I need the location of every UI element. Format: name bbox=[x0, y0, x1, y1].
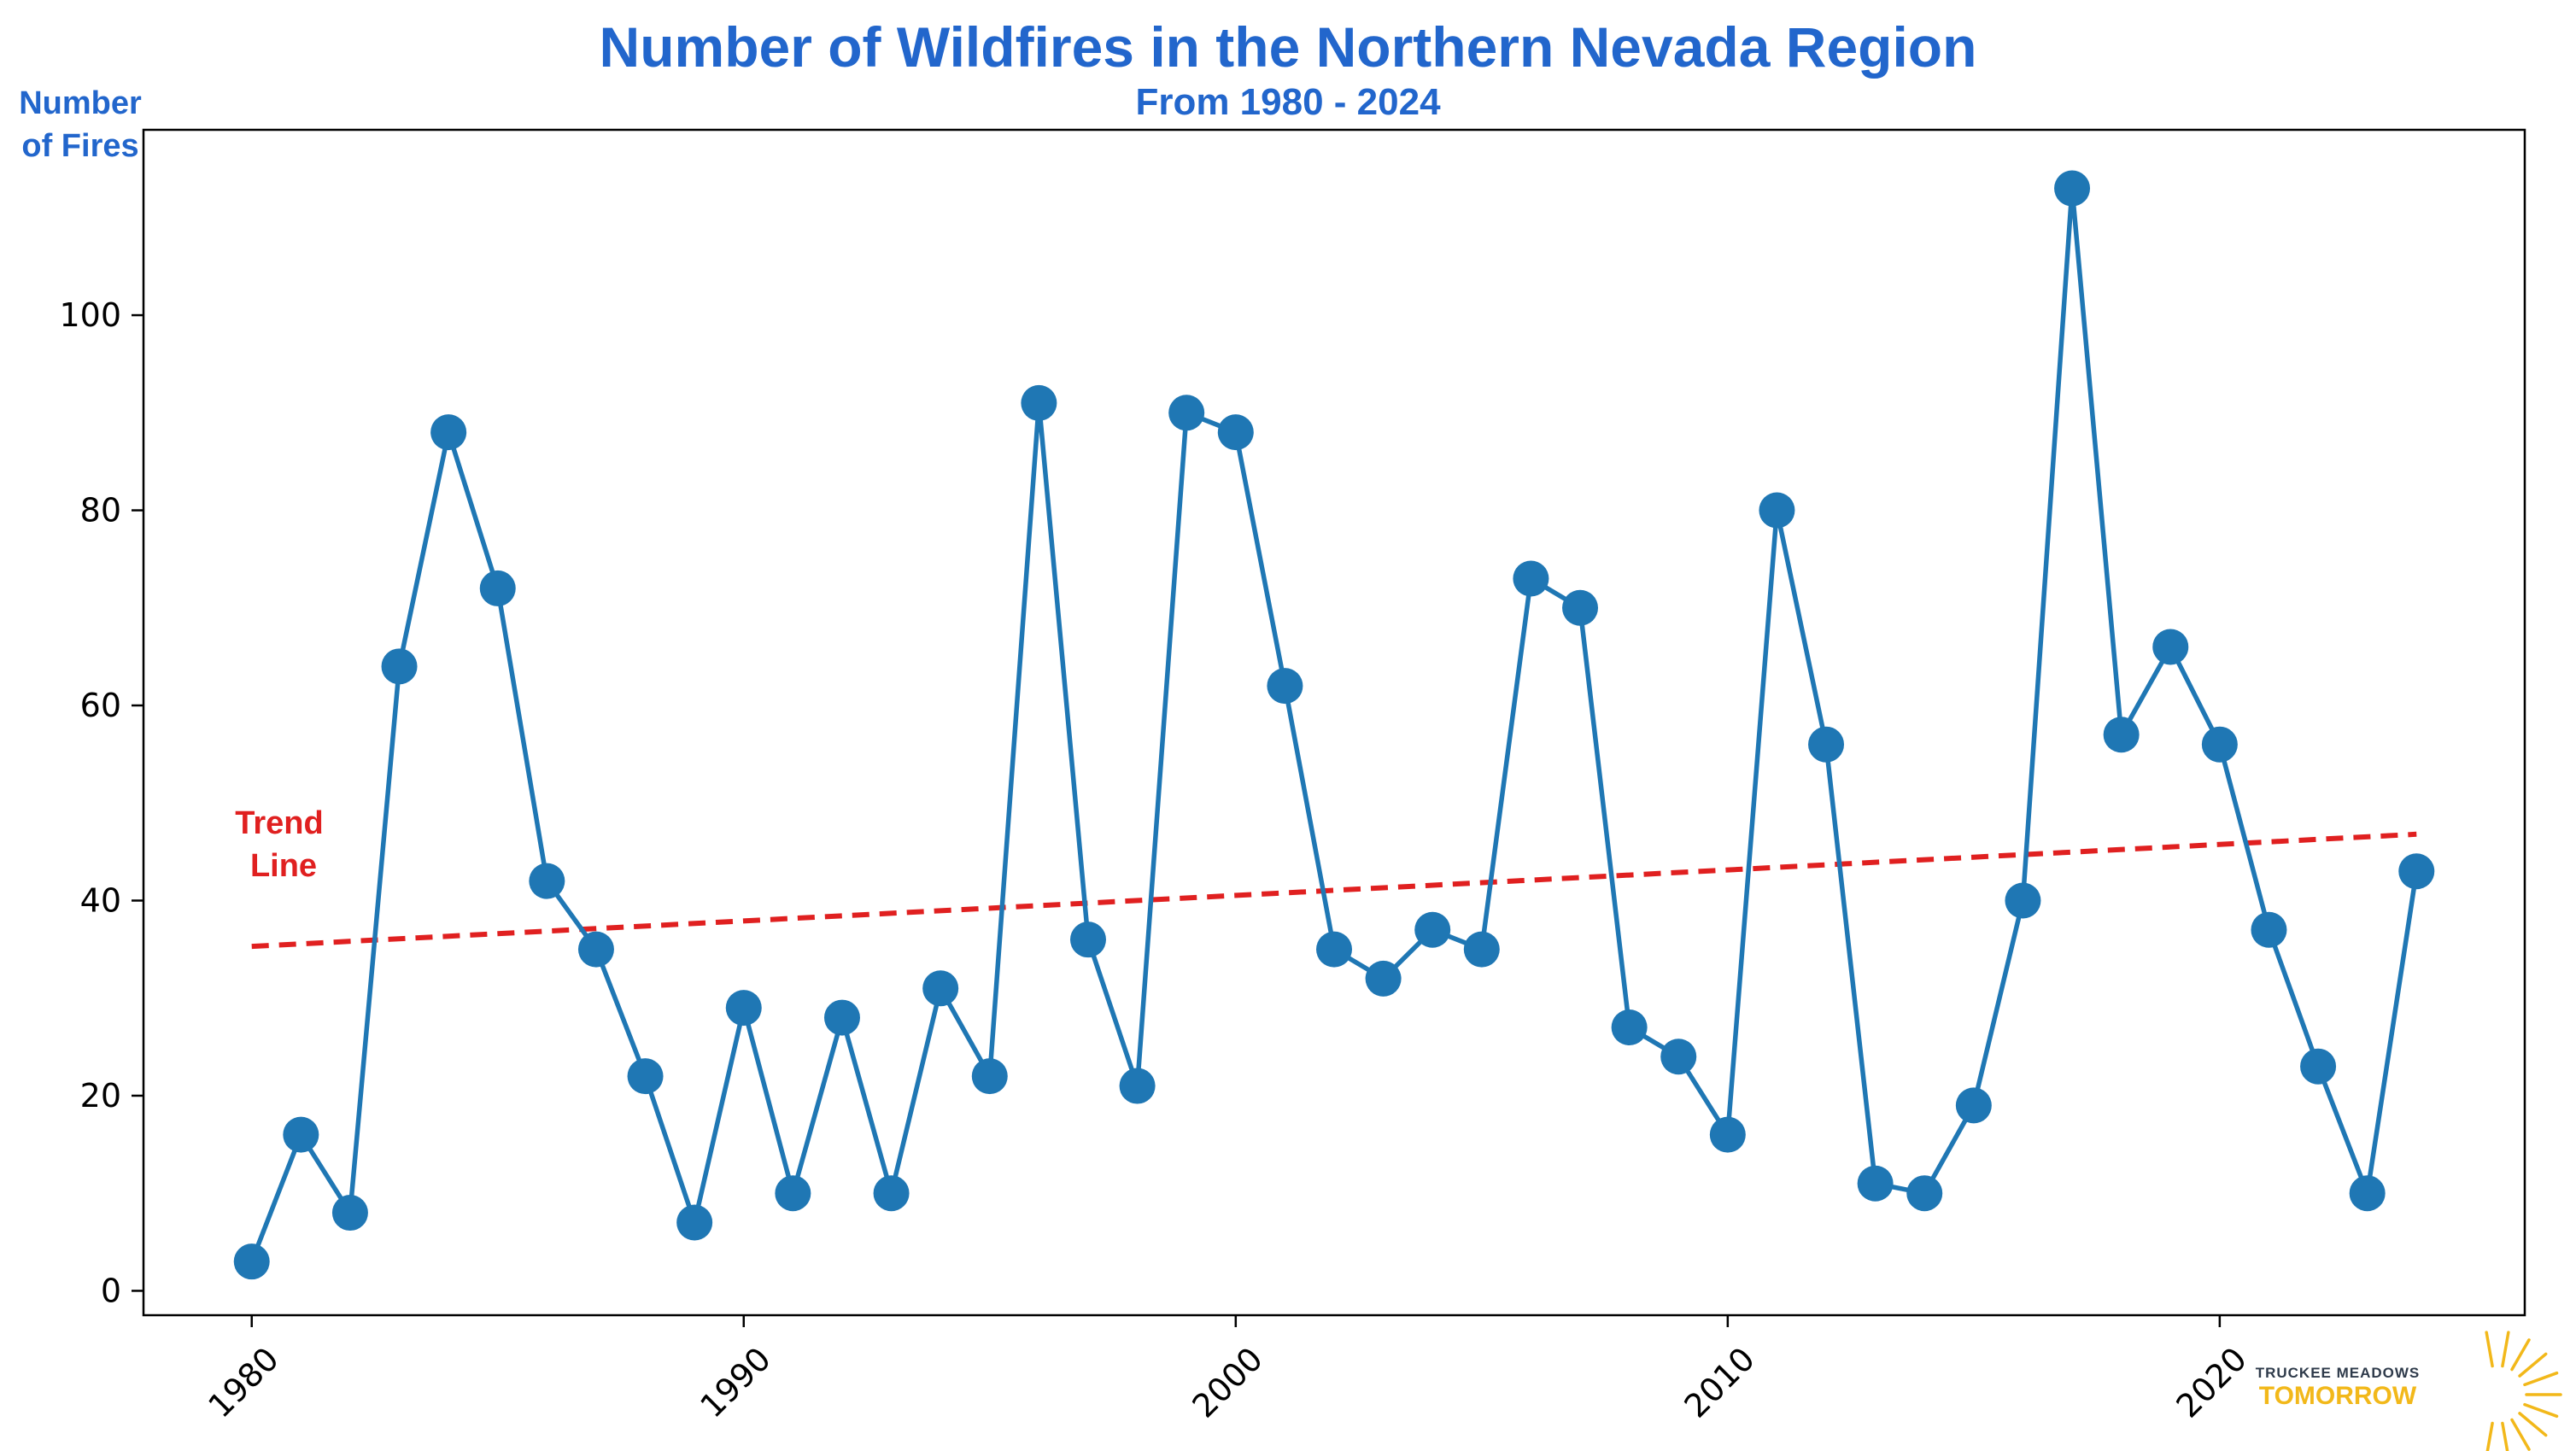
y-tick-label: 60 bbox=[80, 687, 121, 724]
y-tick-label: 40 bbox=[80, 881, 121, 919]
chart-subtitle: From 1980 - 2024 bbox=[1135, 81, 1441, 123]
data-point-2005 bbox=[1463, 931, 1500, 968]
data-point-2015 bbox=[1955, 1087, 1992, 1124]
data-point-1998 bbox=[1119, 1068, 1156, 1104]
data-point-2013 bbox=[1857, 1165, 1894, 1202]
trend-line bbox=[251, 831, 2417, 950]
y-axis-label: Number of Fires bbox=[3, 82, 157, 167]
data-point-1982 bbox=[331, 1195, 368, 1232]
data-point-2006 bbox=[1513, 560, 1549, 597]
sun-ray bbox=[2501, 1331, 2510, 1368]
data-point-2021 bbox=[2251, 911, 2287, 948]
data-point-2024 bbox=[2398, 853, 2435, 890]
sun-icon bbox=[2485, 1331, 2562, 1451]
x-tick-label: 1980 bbox=[201, 1340, 286, 1425]
truckee-meadows-logo: TRUCKEE MEADOWS TOMORROW bbox=[2256, 1331, 2562, 1451]
data-point-1987 bbox=[577, 931, 614, 968]
data-point-2003 bbox=[1365, 960, 1402, 997]
data-point-1981 bbox=[283, 1116, 319, 1153]
data-point-2018 bbox=[2103, 717, 2140, 753]
data-point-1988 bbox=[627, 1058, 664, 1095]
x-tick-label: 2000 bbox=[1185, 1340, 1270, 1425]
data-point-1984 bbox=[430, 414, 467, 451]
series-group bbox=[233, 170, 2435, 1280]
sun-ray bbox=[2523, 1402, 2559, 1419]
data-point-2019 bbox=[2152, 629, 2189, 665]
data-point-2008 bbox=[1611, 1009, 1648, 1045]
data-point-1999 bbox=[1168, 395, 1205, 431]
series-line bbox=[249, 185, 2420, 1263]
data-point-2020 bbox=[2201, 726, 2238, 763]
trend-line-label-2: Line bbox=[250, 848, 317, 884]
trend-group bbox=[251, 831, 2417, 950]
sun-ray bbox=[2501, 1421, 2509, 1451]
data-point-1986 bbox=[529, 863, 565, 899]
x-tick-label: 1990 bbox=[693, 1340, 778, 1425]
data-point-1997 bbox=[1069, 922, 1106, 958]
logo-line-1: TRUCKEE MEADOWS bbox=[2256, 1365, 2421, 1381]
trend-line-label-1: Trend bbox=[235, 805, 323, 841]
data-point-2004 bbox=[1414, 911, 1451, 948]
data-point-1992 bbox=[823, 999, 860, 1036]
data-point-1983 bbox=[381, 648, 418, 685]
chart-title: Number of Wildfires in the Northern Neva… bbox=[599, 15, 1977, 79]
y-axis-label-line2: of Fires bbox=[21, 128, 139, 164]
axes-frame bbox=[142, 128, 2526, 1317]
data-point-2000 bbox=[1217, 414, 1254, 451]
y-tick-label: 20 bbox=[80, 1077, 121, 1115]
data-point-2011 bbox=[1759, 492, 1795, 529]
data-point-1991 bbox=[775, 1175, 811, 1212]
data-point-1989 bbox=[676, 1204, 713, 1241]
sun-ray bbox=[2510, 1418, 2531, 1451]
data-point-2001 bbox=[1267, 668, 1303, 705]
y-axis-label-line1: Number bbox=[19, 85, 142, 121]
sun-ray bbox=[2510, 1338, 2531, 1372]
logo-line-2: TOMORROW bbox=[2259, 1382, 2417, 1410]
x-axis: 1980 1990 2000 2010 2020 bbox=[201, 1315, 2254, 1425]
y-tick-label: 80 bbox=[80, 492, 121, 529]
data-point-1996 bbox=[1021, 384, 1057, 421]
sun-ray bbox=[2518, 1412, 2548, 1437]
data-point-2007 bbox=[1562, 589, 1599, 626]
data-point-1980 bbox=[233, 1243, 270, 1280]
y-tick-label: 100 bbox=[59, 296, 121, 334]
y-tick-label: 0 bbox=[101, 1272, 121, 1309]
sun-ray bbox=[2485, 1331, 2494, 1368]
sun-ray bbox=[2518, 1352, 2548, 1378]
x-tick-label: 2010 bbox=[1677, 1340, 1762, 1425]
sun-ray bbox=[2523, 1371, 2559, 1387]
data-point-1995 bbox=[971, 1058, 1008, 1095]
data-point-1985 bbox=[479, 570, 516, 606]
data-point-2016 bbox=[2005, 882, 2041, 919]
data-point-2010 bbox=[1709, 1116, 1746, 1153]
x-tick-label: 2020 bbox=[2169, 1340, 2255, 1425]
data-point-1994 bbox=[922, 970, 959, 1007]
data-point-2022 bbox=[2300, 1048, 2337, 1085]
data-point-2023 bbox=[2349, 1175, 2386, 1212]
y-axis: 0 20 40 60 80 100 bbox=[59, 296, 143, 1309]
sun-ray bbox=[2485, 1421, 2494, 1451]
data-point-2017 bbox=[2054, 170, 2091, 207]
data-point-2002 bbox=[1316, 931, 1352, 968]
data-point-2012 bbox=[1808, 726, 1845, 763]
data-point-2014 bbox=[1906, 1175, 1943, 1212]
data-point-1990 bbox=[725, 990, 762, 1027]
data-point-2009 bbox=[1660, 1039, 1697, 1075]
data-point-1993 bbox=[873, 1175, 910, 1212]
